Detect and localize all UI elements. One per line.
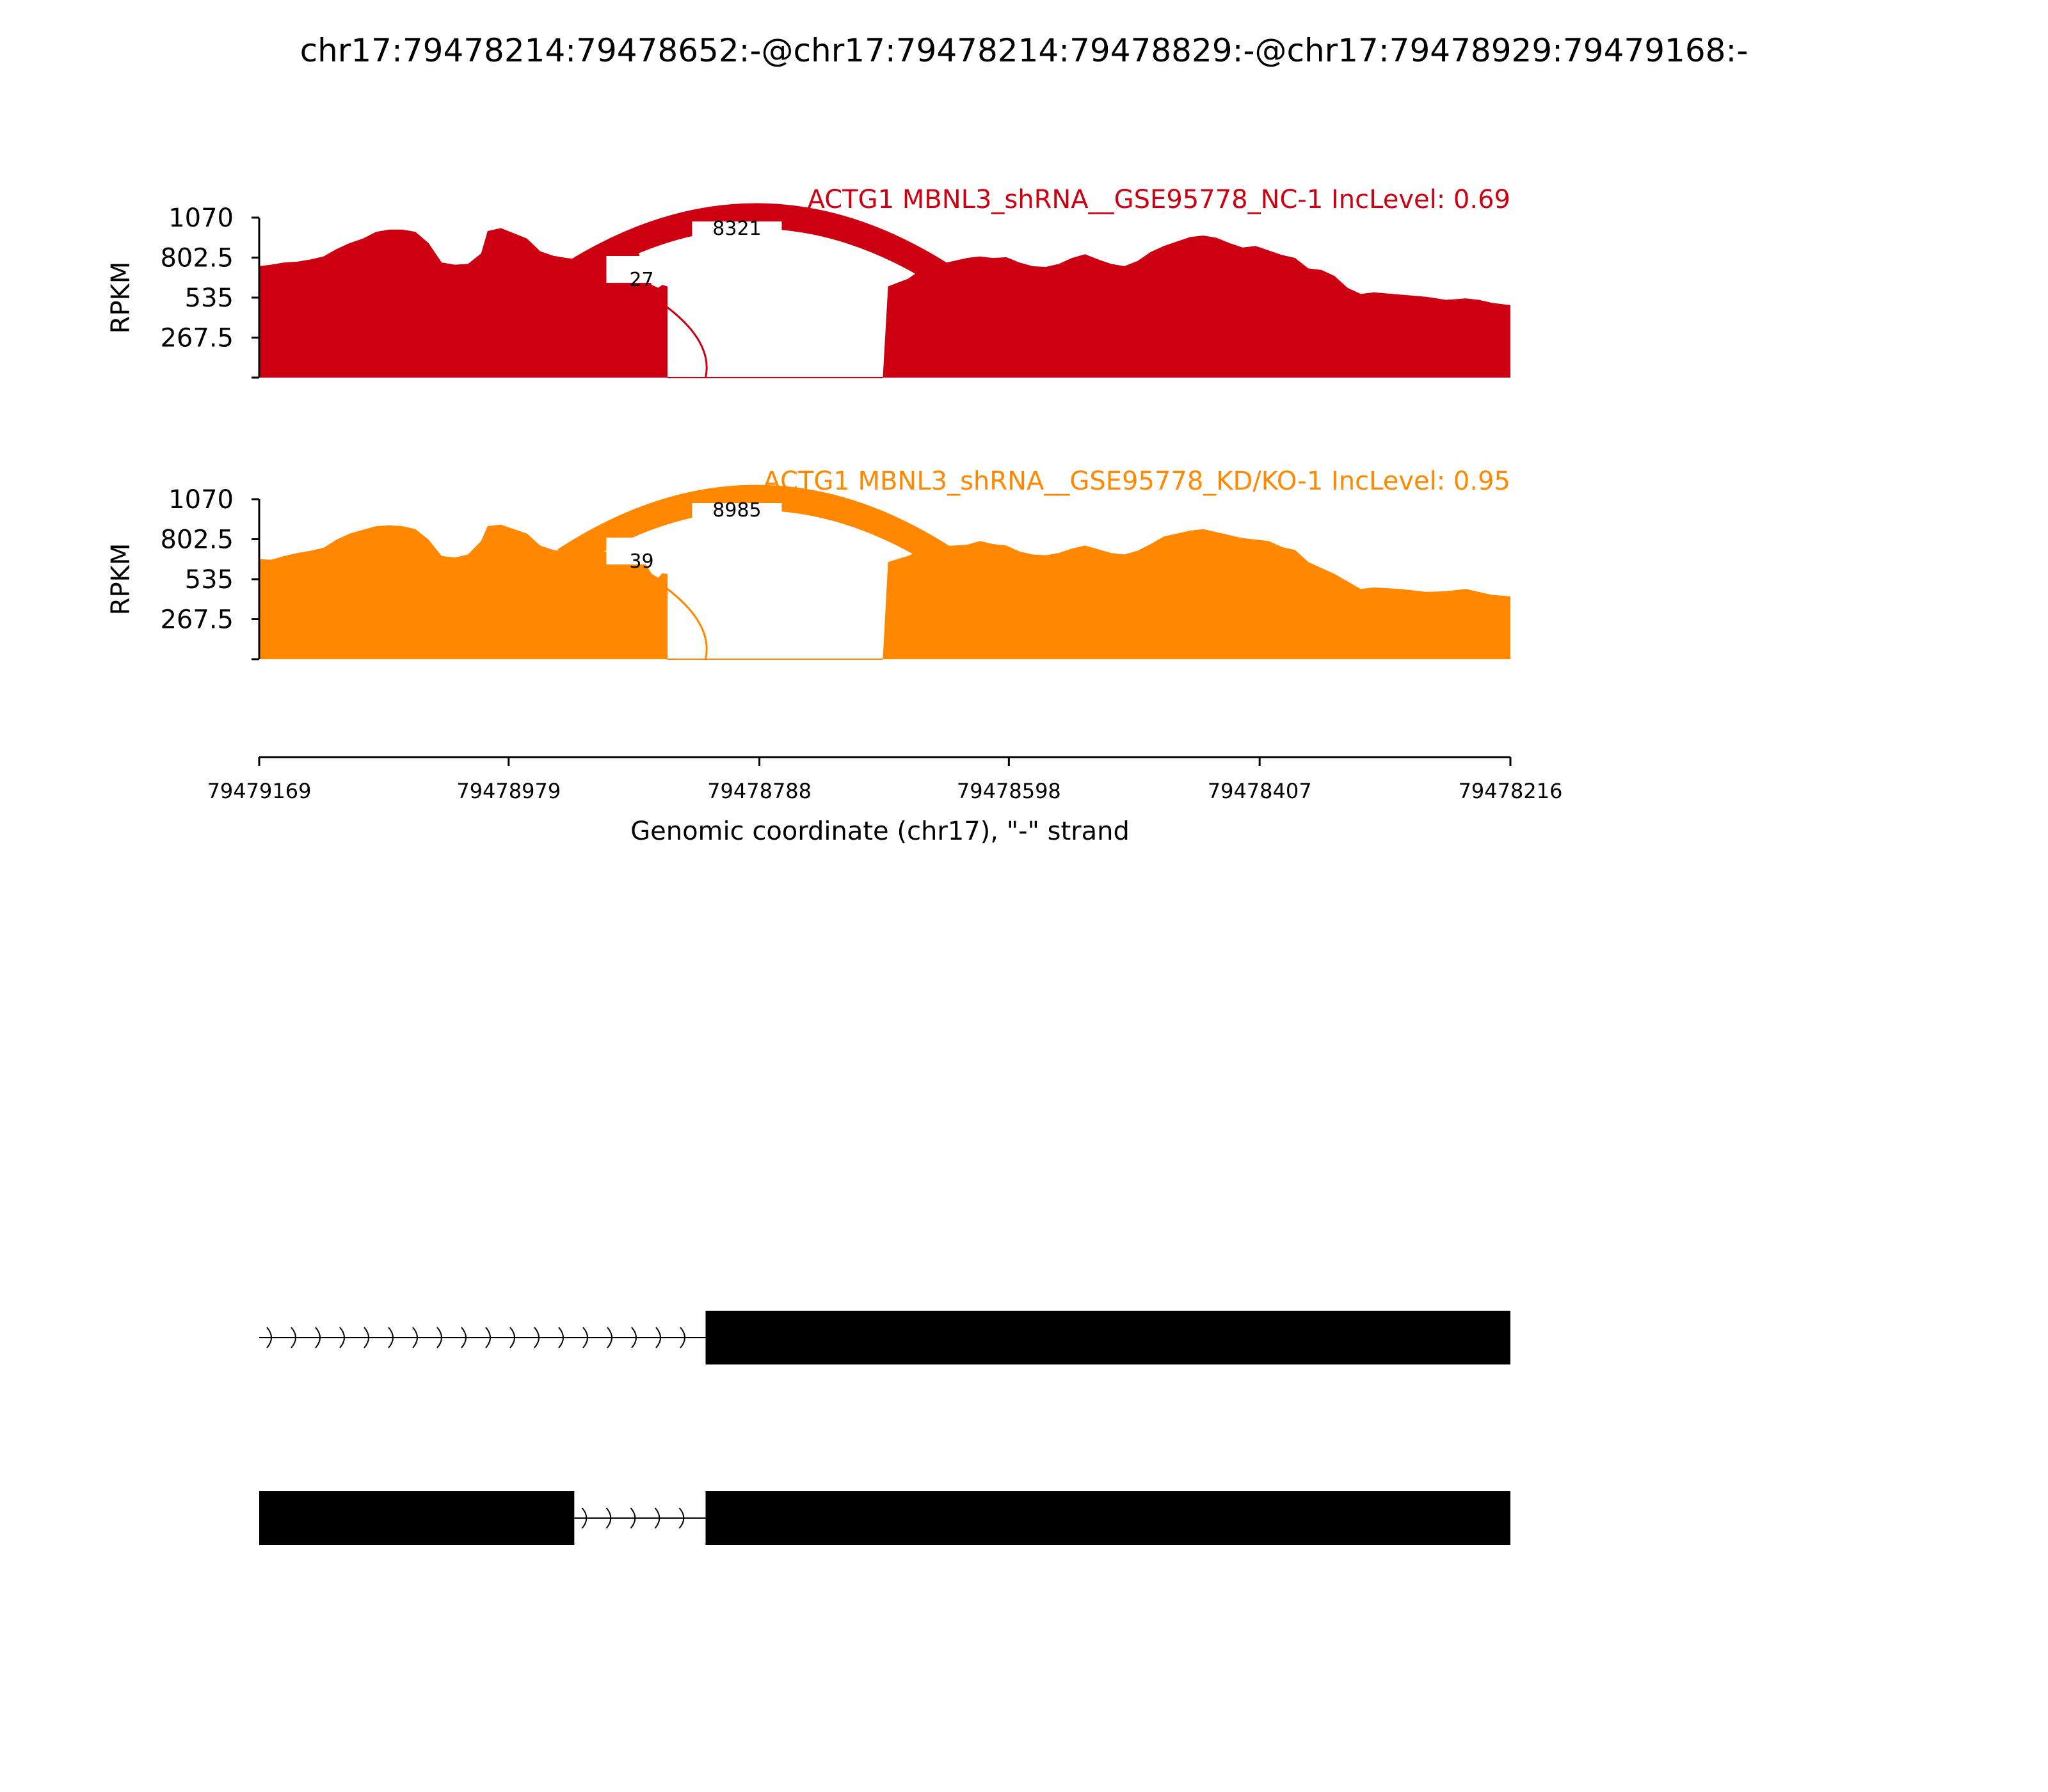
x-axis-label: Genomic coordinate (chr17), "-" strand — [630, 817, 1130, 846]
strand-arrow — [534, 1327, 540, 1348]
x-axis: Genomic coordinate (chr17), "-" strand 7… — [207, 756, 1563, 846]
y-axis-label: RPKM — [106, 262, 136, 334]
strand-arrow — [558, 1327, 564, 1348]
junction-count-minor: 27 — [629, 269, 653, 291]
transcript-1 — [259, 1311, 1510, 1364]
coverage-tracks: 8321 27 ACTG1 MBNL3_shRNA__GSE95778_NC-1 I… — [106, 185, 1510, 660]
strand-arrow — [631, 1327, 637, 1348]
strand-arrow — [582, 1327, 588, 1348]
track-label: ACTG1 MBNL3_shRNA__GSE95778_NC-1 IncLeve… — [808, 185, 1510, 214]
y-tick-label: 802.5 — [160, 244, 234, 273]
coverage-area-2 — [883, 529, 1510, 659]
x-tick-label: 79478407 — [1208, 779, 1312, 803]
junction-arc-minor — [666, 588, 708, 660]
junction-label-box-main — [692, 221, 782, 253]
strand-arrow — [461, 1327, 467, 1348]
strand-arrow — [680, 1327, 685, 1348]
x-tick-label: 79478979 — [456, 779, 561, 803]
coverage-track-2: 8985 39 ACTG1 MBNL3_shRNA__GSE95778_KD/KO-… — [106, 467, 1510, 660]
junction-arc-main — [557, 203, 955, 289]
strand-arrow — [655, 1327, 661, 1348]
transcript-2 — [259, 1491, 1510, 1545]
junction-label-box-main — [692, 503, 782, 535]
junction-arc-minor — [666, 306, 708, 378]
junction-count-minor: 39 — [629, 550, 653, 573]
junction-arc-main — [557, 484, 955, 571]
strand-arrow — [315, 1327, 321, 1348]
x-tick-label: 79478598 — [957, 779, 1061, 803]
track-label: ACTG1 MBNL3_shRNA__GSE95778_KD/KO-1 IncL… — [763, 467, 1510, 496]
plot-title: chr17:79478214:79478652:-@chr17:79478214… — [300, 32, 1748, 69]
junction-count-main: 8321 — [712, 218, 761, 240]
coverage-area-2 — [883, 236, 1510, 378]
strand-arrow — [485, 1327, 491, 1348]
y-tick-label: 1070 — [168, 485, 234, 515]
strand-arrow — [607, 1327, 612, 1348]
strand-arrow — [291, 1327, 296, 1348]
y-tick-label: 267.5 — [160, 324, 234, 353]
junction-label-box-minor — [606, 538, 680, 564]
strand-arrow — [678, 1507, 685, 1529]
junction-label-box-minor — [606, 256, 680, 283]
strand-arrow — [364, 1327, 369, 1348]
strand-arrow — [605, 1507, 612, 1529]
gene-model — [259, 1311, 1510, 1545]
strand-arrow — [581, 1507, 588, 1529]
strand-arrow — [412, 1327, 418, 1348]
junction-count-main: 8985 — [712, 499, 761, 522]
strand-arrow — [339, 1327, 345, 1348]
exon — [705, 1311, 1510, 1364]
strand-arrow — [654, 1507, 660, 1529]
strand-arrow — [266, 1327, 272, 1348]
strand-arrow — [630, 1507, 636, 1529]
exon — [705, 1491, 1510, 1545]
y-tick-label: 535 — [185, 565, 234, 595]
y-tick-label: 535 — [185, 284, 234, 313]
strand-arrow — [509, 1327, 515, 1348]
y-tick-label: 1070 — [168, 204, 234, 233]
coverage-track-1: 8321 27 ACTG1 MBNL3_shRNA__GSE95778_NC-1 I… — [106, 185, 1510, 379]
strand-arrow — [436, 1327, 442, 1348]
y-tick-label: 267.5 — [160, 605, 234, 635]
strand-arrow — [388, 1327, 394, 1348]
exon — [259, 1491, 575, 1545]
x-tick-label: 79478216 — [1459, 779, 1563, 803]
x-tick-label: 79479169 — [207, 779, 312, 803]
y-tick-label: 802.5 — [160, 525, 234, 555]
x-tick-label: 79478788 — [707, 779, 812, 803]
y-axis-label: RPKM — [106, 543, 136, 616]
